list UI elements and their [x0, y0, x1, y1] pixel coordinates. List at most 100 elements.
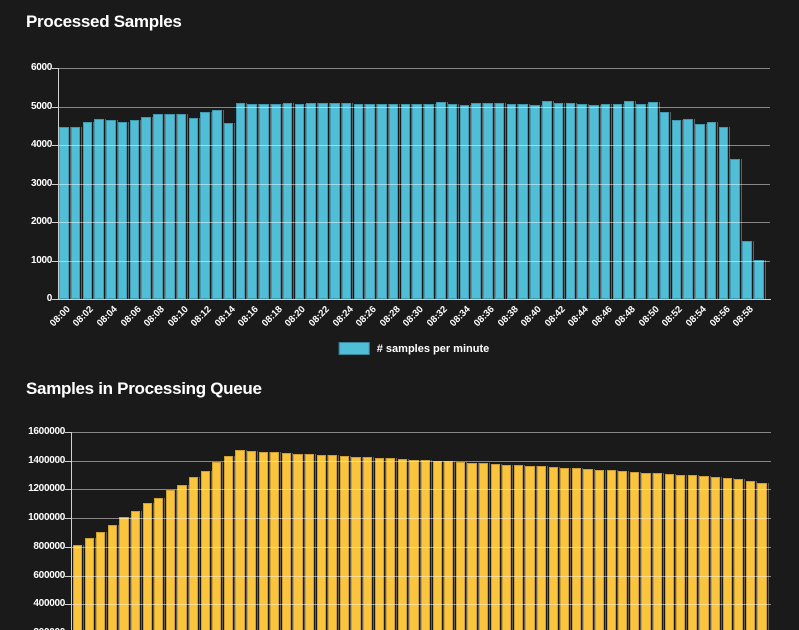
bar[interactable] [397, 458, 410, 630]
bar[interactable] [119, 516, 132, 630]
bar[interactable] [188, 117, 200, 300]
bar[interactable] [412, 104, 424, 299]
bar[interactable] [329, 102, 342, 300]
bar[interactable] [328, 455, 340, 630]
bar[interactable] [757, 482, 770, 630]
bar[interactable] [388, 103, 400, 300]
bar[interactable] [294, 103, 306, 300]
bar[interactable] [363, 457, 375, 630]
bar[interactable] [455, 461, 468, 630]
bar[interactable] [659, 111, 671, 300]
bar[interactable] [606, 470, 619, 630]
bar[interactable] [117, 121, 129, 300]
bar[interactable] [711, 476, 723, 630]
bar[interactable] [200, 111, 212, 300]
bar[interactable] [595, 469, 607, 630]
bar[interactable] [365, 103, 377, 300]
bar[interactable] [530, 104, 542, 300]
bar[interactable] [421, 460, 433, 630]
bar[interactable] [247, 450, 259, 630]
bar[interactable] [131, 510, 143, 630]
bar[interactable] [687, 475, 700, 630]
bar[interactable] [502, 464, 514, 630]
bar[interactable] [129, 120, 141, 299]
bar[interactable] [316, 454, 329, 630]
bar[interactable] [636, 104, 648, 299]
bar[interactable] [353, 103, 365, 300]
bar[interactable] [435, 101, 448, 300]
bar[interactable] [513, 465, 526, 630]
bar[interactable] [600, 104, 612, 299]
bar[interactable] [583, 469, 596, 630]
bar[interactable] [82, 121, 94, 300]
bar[interactable] [432, 460, 445, 630]
bar[interactable] [223, 123, 235, 299]
bar[interactable] [541, 101, 554, 299]
bar[interactable] [189, 477, 201, 630]
bar[interactable] [153, 114, 165, 299]
bar[interactable] [571, 468, 584, 630]
bar[interactable] [506, 103, 518, 300]
bar[interactable] [271, 103, 283, 299]
bar[interactable] [424, 103, 436, 300]
bar[interactable] [351, 456, 364, 630]
bar[interactable] [177, 485, 190, 630]
bar[interactable] [281, 453, 294, 630]
bar[interactable] [695, 124, 707, 299]
bar[interactable] [96, 531, 108, 630]
bar[interactable] [70, 127, 82, 299]
bar[interactable] [447, 104, 459, 299]
bar[interactable] [293, 453, 306, 630]
bar[interactable] [671, 119, 683, 300]
bar[interactable] [459, 104, 471, 300]
bar[interactable] [270, 452, 282, 630]
bar[interactable] [494, 103, 506, 299]
bar[interactable] [742, 241, 754, 299]
bar[interactable] [537, 466, 549, 630]
bar[interactable] [676, 474, 688, 630]
bar[interactable] [339, 455, 352, 630]
bar[interactable] [467, 462, 480, 630]
bar[interactable] [318, 103, 330, 299]
bar[interactable] [212, 109, 224, 300]
bar[interactable] [141, 117, 153, 299]
bar[interactable] [683, 119, 695, 299]
bar[interactable] [305, 454, 317, 630]
bar[interactable] [106, 119, 118, 300]
bar[interactable] [483, 103, 495, 299]
bar[interactable] [589, 104, 601, 300]
bar[interactable] [648, 101, 660, 300]
bar[interactable] [479, 463, 491, 630]
bar[interactable] [306, 103, 318, 299]
bar[interactable] [641, 472, 654, 630]
bar[interactable] [699, 476, 712, 630]
bar[interactable] [612, 103, 624, 299]
bar[interactable] [142, 503, 155, 630]
bar[interactable] [223, 455, 236, 630]
bar[interactable] [565, 103, 577, 299]
bar[interactable] [176, 114, 188, 299]
bar[interactable] [73, 545, 85, 630]
bar[interactable] [618, 471, 630, 630]
bar[interactable] [577, 104, 589, 299]
bar[interactable] [409, 459, 422, 630]
legend[interactable]: # samples per minute [338, 342, 489, 355]
bar[interactable] [624, 101, 636, 299]
bar[interactable] [154, 498, 166, 630]
bar[interactable] [471, 103, 483, 299]
bar[interactable] [490, 463, 503, 630]
bar[interactable] [341, 103, 353, 299]
bar[interactable] [525, 465, 538, 630]
bar[interactable] [165, 113, 177, 300]
bar[interactable] [374, 457, 387, 630]
bar[interactable] [59, 126, 71, 300]
bar[interactable] [165, 489, 178, 630]
bar[interactable] [548, 467, 561, 630]
bar[interactable] [629, 471, 642, 630]
bar[interactable] [377, 104, 389, 299]
bar[interactable] [282, 103, 294, 299]
bar[interactable] [94, 119, 106, 299]
bar[interactable] [444, 461, 456, 630]
bar[interactable] [722, 477, 735, 630]
bar[interactable] [386, 458, 398, 630]
